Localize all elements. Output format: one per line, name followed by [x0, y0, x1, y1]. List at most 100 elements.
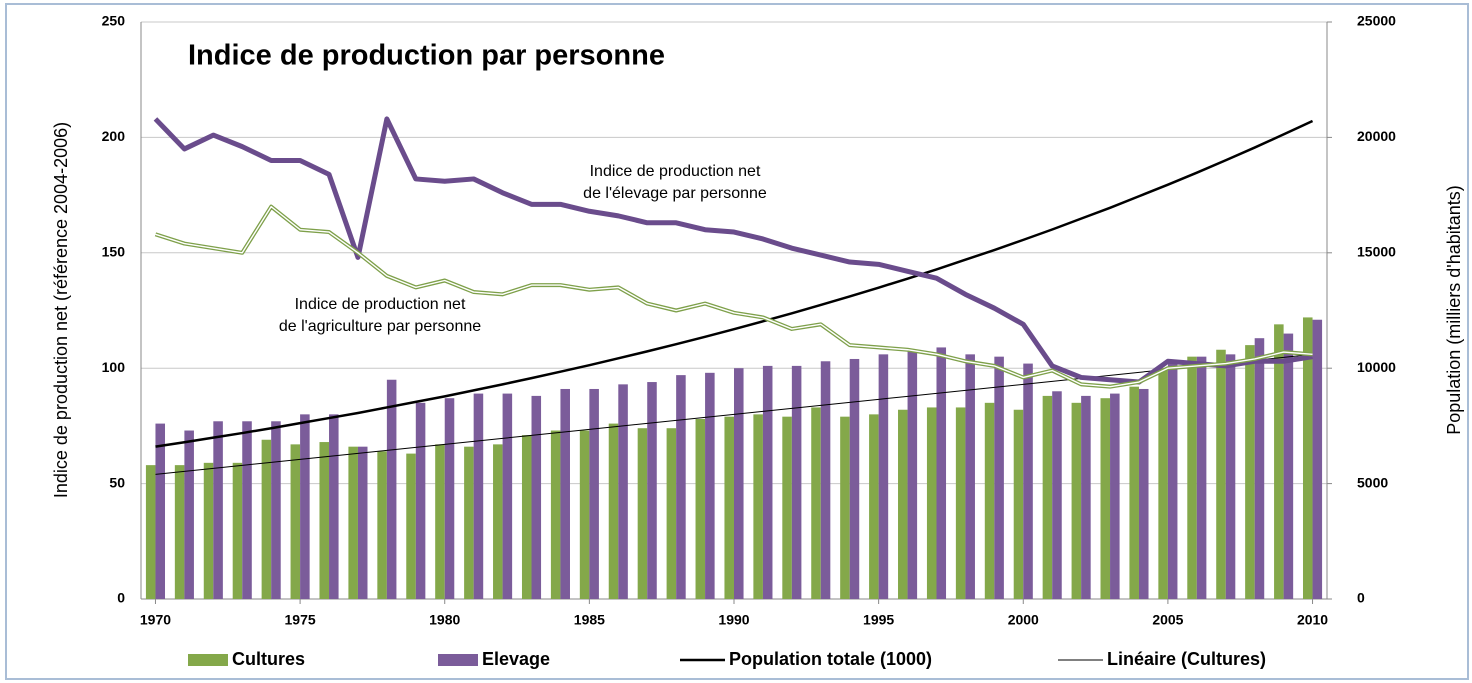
- bar: [319, 442, 330, 599]
- y-tick-label: 50: [109, 474, 125, 490]
- bar: [435, 444, 445, 599]
- bar: [984, 402, 995, 599]
- bar: [955, 407, 966, 599]
- bar: [1274, 324, 1284, 599]
- bar: [348, 446, 358, 599]
- bar: [869, 414, 879, 599]
- bar: [1245, 345, 1255, 599]
- bar: [753, 414, 763, 599]
- bar: [271, 421, 281, 599]
- annotation: de l'élevage par personne: [583, 185, 767, 202]
- bar: [1100, 398, 1111, 599]
- bar: [1187, 356, 1197, 599]
- bar: [666, 428, 677, 599]
- chart-title: Indice de production par personne: [188, 40, 665, 72]
- bar: [493, 444, 503, 599]
- bar: [1129, 386, 1139, 599]
- bar: [705, 372, 715, 599]
- x-tick-label: 2005: [1152, 612, 1183, 628]
- bar: [782, 416, 792, 599]
- bar: [1013, 409, 1024, 599]
- bar: [1302, 317, 1313, 599]
- bar: [1216, 349, 1226, 599]
- bar: [676, 375, 686, 599]
- bar: [898, 409, 908, 599]
- bar: [608, 423, 619, 599]
- legend-swatch: [438, 654, 478, 666]
- bar: [791, 365, 802, 599]
- line-highlight: [155, 205, 1313, 388]
- bar: [464, 446, 474, 599]
- bar: [232, 462, 243, 599]
- bar: [820, 361, 831, 599]
- bar: [290, 444, 301, 599]
- y2-tick-label: 10000: [1357, 359, 1396, 375]
- legend-label: Linéaire (Cultures): [1107, 649, 1266, 669]
- y2-tick-label: 5000: [1357, 474, 1388, 490]
- annotation: Indice de production net: [590, 163, 761, 180]
- bar: [1138, 388, 1149, 599]
- x-tick-label: 1985: [574, 612, 605, 628]
- bar: [502, 393, 513, 599]
- annotation: de l'agriculture par personne: [279, 318, 481, 335]
- bar: [357, 446, 368, 599]
- bar: [155, 423, 166, 599]
- bar: [1167, 361, 1178, 599]
- bar: [521, 435, 532, 599]
- bar: [415, 402, 426, 599]
- bar: [1254, 338, 1265, 599]
- bar: [1158, 368, 1168, 599]
- y2-tick-label: 15000: [1357, 244, 1396, 260]
- bar: [878, 354, 889, 599]
- bar: [261, 439, 272, 599]
- bar: [473, 393, 484, 599]
- bar: [145, 465, 156, 599]
- bar: [1225, 354, 1236, 599]
- bar: [550, 430, 561, 599]
- legend-label: Cultures: [232, 649, 305, 669]
- bar: [184, 430, 194, 599]
- bar: [762, 365, 773, 599]
- bar: [811, 407, 821, 599]
- bar: [406, 453, 416, 599]
- x-tick-label: 2010: [1297, 612, 1328, 628]
- bar: [965, 354, 975, 599]
- bar: [724, 416, 734, 599]
- bar: [1052, 391, 1062, 599]
- bar: [1042, 395, 1053, 599]
- bar: [849, 358, 860, 599]
- bar: [589, 388, 599, 599]
- y2-tick-label: 25000: [1357, 13, 1396, 29]
- bar: [734, 368, 744, 599]
- line: [153, 116, 1313, 385]
- x-tick-label: 2000: [1008, 612, 1039, 628]
- bar: [647, 382, 657, 599]
- x-tick-label: 1980: [429, 612, 460, 628]
- legend-label: Elevage: [482, 649, 550, 669]
- y2-axis-label: Population (milliers d'habitants): [1444, 185, 1464, 435]
- legend-label: Population totale (1000): [729, 649, 932, 669]
- bar: [377, 451, 387, 599]
- bar: [203, 462, 214, 599]
- bar: [618, 384, 628, 599]
- bar: [1023, 363, 1033, 599]
- bar: [1196, 356, 1207, 599]
- bar: [444, 398, 455, 599]
- bar: [1081, 395, 1091, 599]
- y-tick-label: 150: [102, 244, 126, 260]
- bar: [531, 395, 542, 599]
- y-tick-label: 0: [117, 590, 125, 606]
- bar: [637, 428, 648, 599]
- x-tick-label: 1990: [718, 612, 749, 628]
- bar: [1283, 333, 1294, 599]
- bar: [329, 414, 339, 599]
- bar: [579, 430, 590, 599]
- bar: [174, 465, 185, 599]
- bar: [1110, 393, 1120, 599]
- bar: [695, 418, 706, 599]
- legend-swatch: [188, 654, 228, 666]
- y-tick-label: 250: [102, 13, 126, 29]
- y2-tick-label: 0: [1357, 590, 1365, 606]
- x-tick-label: 1995: [863, 612, 894, 628]
